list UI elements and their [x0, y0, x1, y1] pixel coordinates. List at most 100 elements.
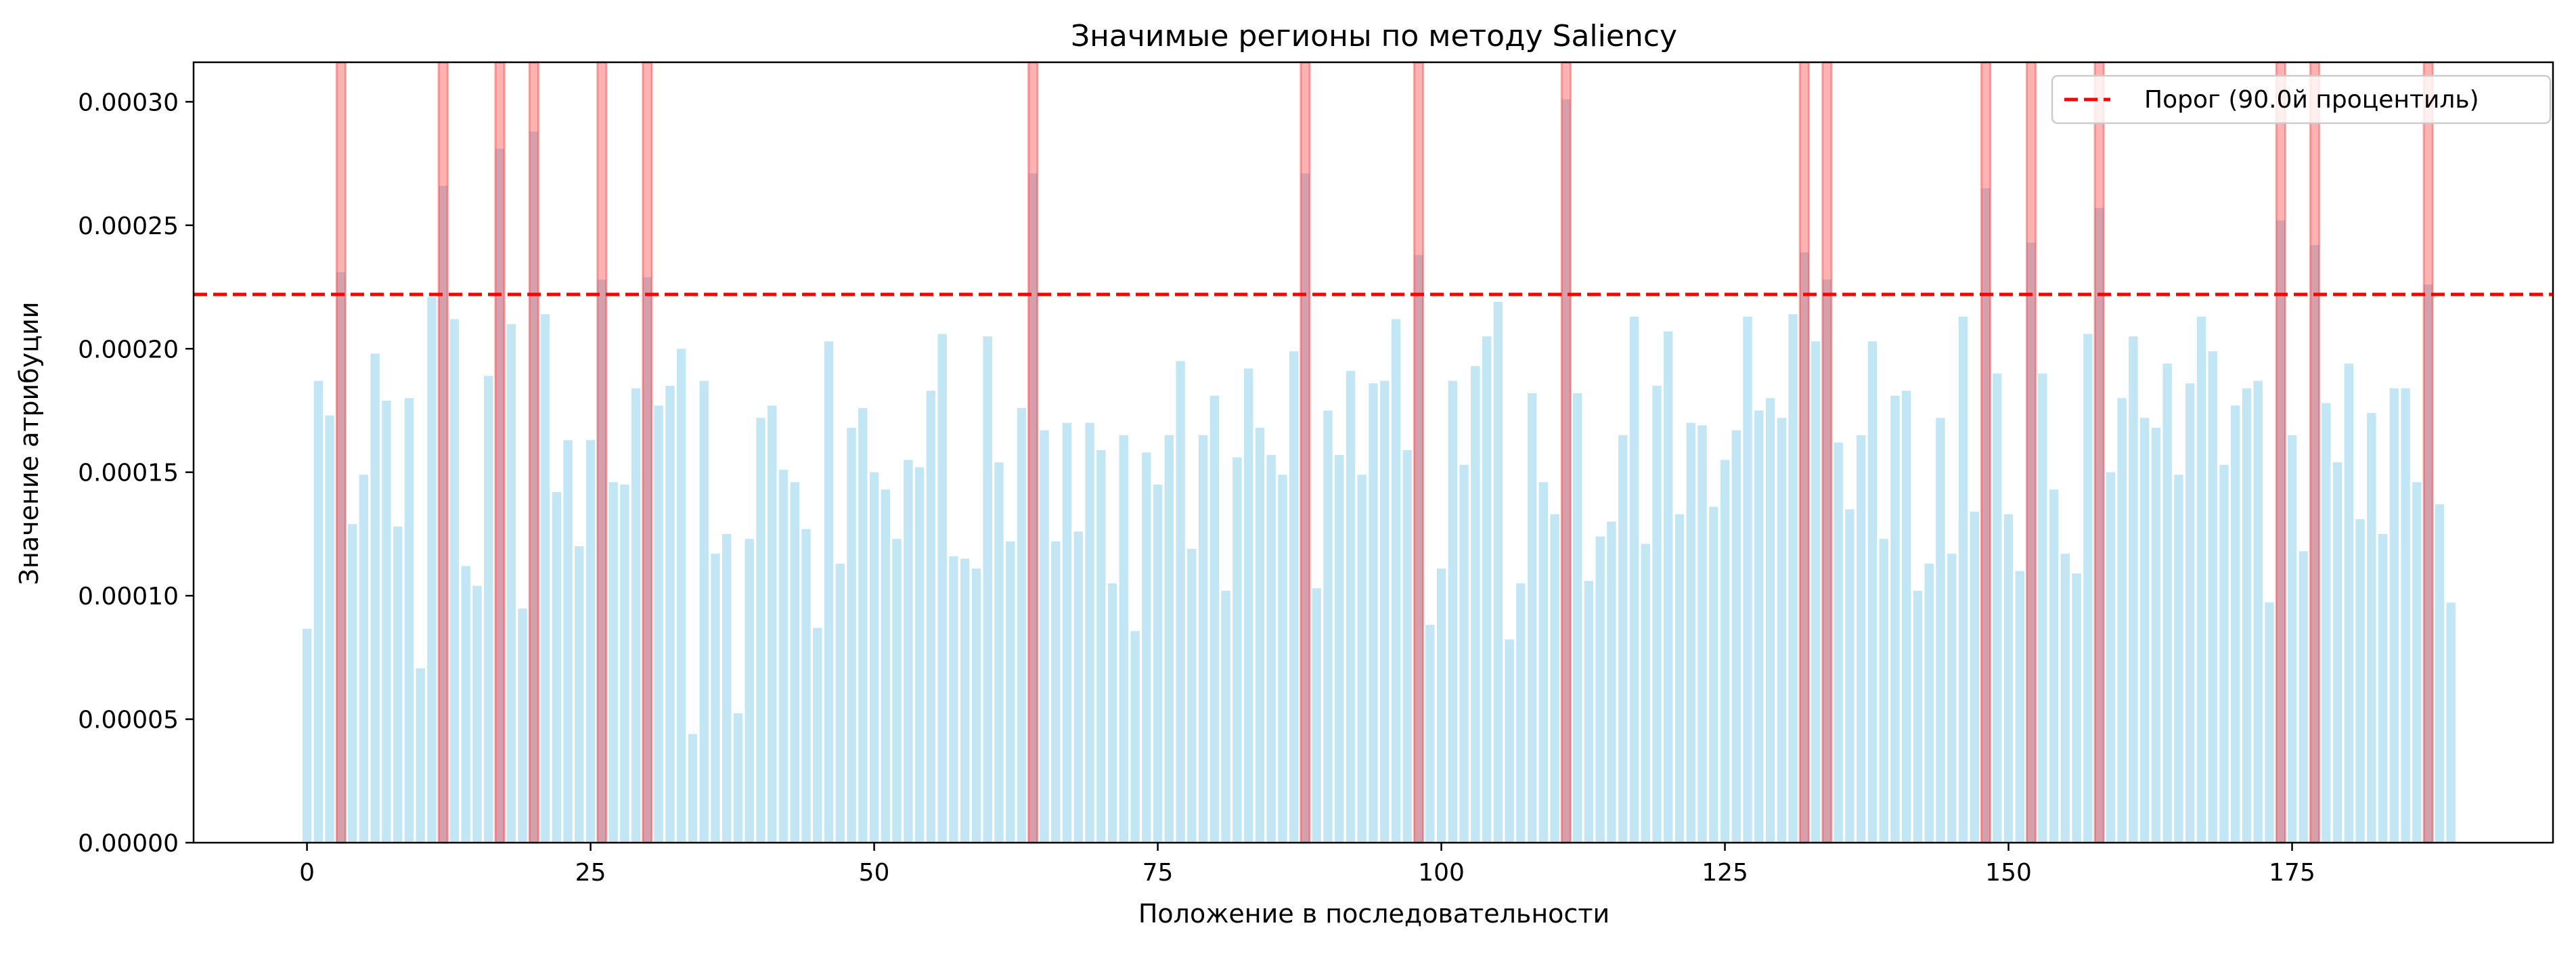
highlight-region	[1980, 61, 1992, 844]
bar	[1947, 554, 1957, 843]
bar	[699, 380, 709, 843]
bar	[1936, 418, 1945, 843]
bar	[1130, 631, 1140, 843]
bar	[1709, 506, 1718, 843]
y-tick-label: 0.00000	[78, 830, 179, 858]
bar	[2072, 573, 2081, 843]
bar	[2378, 533, 2388, 843]
bar	[1221, 590, 1230, 843]
bar	[1607, 521, 1616, 843]
bar	[2412, 482, 2422, 843]
bar	[1629, 316, 1639, 843]
bar	[427, 296, 437, 843]
bar	[1040, 430, 1049, 843]
bar	[1312, 588, 1321, 843]
bar	[336, 272, 346, 843]
bar	[2015, 571, 2025, 843]
bar	[2367, 413, 2376, 843]
bar	[926, 391, 936, 843]
bar	[1493, 301, 1503, 843]
bar	[2129, 336, 2138, 843]
bar	[2208, 351, 2217, 843]
bar	[359, 474, 369, 843]
bar	[1822, 280, 1832, 843]
bar	[1924, 563, 1934, 843]
bar	[1335, 455, 1344, 843]
bar	[2299, 551, 2308, 843]
bar	[597, 280, 607, 843]
bar	[1970, 512, 1979, 843]
bar	[937, 334, 947, 843]
bar	[472, 585, 482, 843]
bar	[835, 563, 845, 843]
bar	[1765, 398, 1775, 843]
highlight-region	[642, 61, 653, 844]
bar	[914, 467, 925, 843]
bar	[1153, 484, 1163, 843]
legend-box	[2051, 74, 2552, 125]
bar	[745, 539, 754, 843]
bar	[1107, 583, 1117, 843]
bar	[2389, 388, 2399, 843]
bar	[1436, 568, 1446, 843]
bar	[904, 460, 913, 843]
bar	[994, 462, 1004, 843]
bar	[1845, 509, 1855, 843]
bar	[1527, 393, 1537, 843]
bar	[302, 629, 312, 843]
bar	[1743, 316, 1752, 843]
y-tick-label: 0.00020	[78, 336, 179, 363]
bar	[2094, 208, 2104, 843]
bar	[2117, 398, 2127, 843]
bar	[393, 526, 403, 843]
bar	[2060, 554, 2070, 843]
bar	[1005, 541, 1015, 843]
bar	[778, 470, 789, 843]
bar	[1369, 383, 1378, 843]
bar	[370, 353, 380, 843]
bar	[2310, 245, 2319, 843]
y-tick-label: 0.00025	[78, 213, 179, 240]
bar	[858, 407, 868, 843]
bar	[1800, 252, 1809, 843]
bar	[461, 566, 470, 843]
bar	[2355, 519, 2365, 843]
x-axis-label: Положение в последовательности	[1138, 899, 1609, 929]
legend-threshold-label: Порог (90.0й процентиль)	[2144, 86, 2479, 114]
bar	[1777, 418, 1787, 843]
bar	[654, 405, 663, 843]
highlight-region	[1300, 61, 1311, 844]
highlight-region	[596, 61, 608, 844]
bar	[1119, 435, 1128, 843]
bar	[1209, 395, 1220, 843]
bar	[1731, 430, 1741, 843]
bar	[1561, 99, 1571, 843]
y-tick-label: 0.00010	[78, 583, 179, 611]
bar	[620, 484, 629, 843]
bar	[506, 324, 516, 843]
x-tick-label: 75	[1142, 859, 1174, 887]
highlight-region	[2275, 61, 2286, 844]
bar	[1482, 336, 1492, 843]
bar	[1834, 442, 1843, 843]
bar	[801, 529, 811, 843]
bar	[449, 319, 460, 843]
bar	[1051, 541, 1061, 843]
bar	[563, 440, 573, 843]
bar	[2219, 464, 2229, 843]
bar	[1266, 455, 1276, 843]
bar	[1300, 173, 1310, 843]
bar	[790, 482, 799, 843]
legend: Порог (90.0й процентиль)	[2051, 74, 2552, 125]
bar	[1096, 449, 1106, 843]
bar	[1505, 639, 1514, 843]
bar	[529, 131, 539, 843]
bar	[1879, 539, 1888, 843]
bar	[552, 491, 562, 843]
bar	[1471, 365, 1480, 843]
bar	[1073, 531, 1083, 843]
bar	[2344, 363, 2354, 843]
bar	[2287, 435, 2297, 843]
bar	[1993, 373, 2002, 843]
bar	[1017, 407, 1027, 843]
